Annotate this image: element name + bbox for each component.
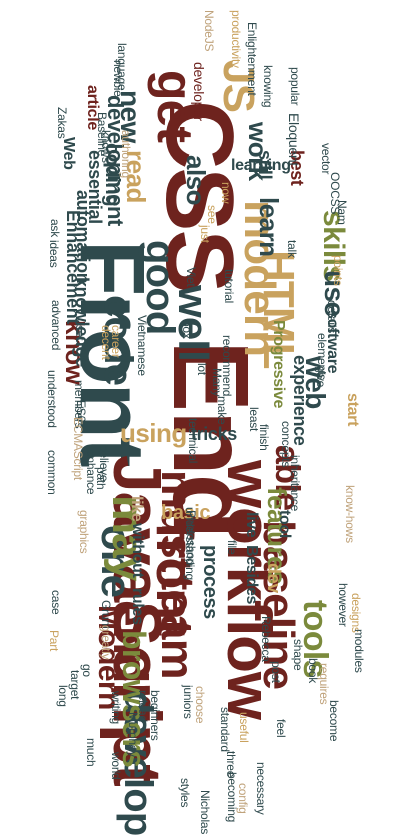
cloud-word: modules — [352, 629, 366, 673]
cloud-word: Progressive — [270, 320, 287, 409]
cloud-word: feel — [274, 719, 288, 738]
cloud-word: understood — [45, 370, 59, 428]
cloud-word: lot — [195, 363, 209, 375]
cloud-word: ideas — [47, 240, 61, 268]
cloud-word: tutorial — [222, 269, 236, 304]
cloud-word: knowing — [261, 65, 275, 108]
cloud-word: start — [344, 393, 361, 427]
cloud-word: Part — [47, 630, 61, 652]
cloud-word: dev — [264, 563, 284, 593]
cloud-word: authoring — [119, 130, 133, 178]
cloud-word: Viet — [184, 267, 198, 287]
cloud-word: see — [205, 205, 219, 224]
cloud-word: Nam — [335, 200, 349, 225]
cloud-word: ask — [48, 219, 62, 237]
cloud-word: world — [109, 752, 123, 780]
cloud-word: necessary — [254, 762, 268, 815]
cloud-word: Murphey — [126, 712, 140, 758]
cloud-word: tricks — [191, 424, 237, 444]
cloud-word: however — [336, 583, 350, 627]
cloud-word: much — [84, 738, 98, 767]
cloud-word: learn — [254, 197, 284, 257]
cloud-word: productivity — [229, 10, 243, 68]
cloud-word: make — [215, 396, 229, 425]
cloud-word: give — [314, 366, 328, 388]
cloud-word: case — [49, 590, 63, 615]
cloud-word: post — [269, 661, 283, 683]
cloud-word: popular — [288, 67, 302, 106]
cloud-word: Web — [60, 137, 77, 170]
cloud-word: choose — [193, 686, 207, 724]
cloud-word: Zakas — [55, 107, 69, 139]
cloud-word: standard — [218, 707, 232, 752]
cloud-word: process — [199, 545, 221, 619]
cloud-word: knows — [99, 130, 113, 163]
cloud-word: Besides — [243, 545, 260, 605]
cloud-word: NodeJS — [202, 10, 216, 52]
cloud-word: technical — [186, 418, 200, 464]
cloud-word: talk — [285, 240, 299, 258]
cloud-word: know-hows — [343, 485, 357, 543]
cloud-word: like — [128, 496, 145, 522]
cloud-word: set — [73, 325, 87, 341]
cloud-word: shape — [291, 639, 305, 671]
cloud-word: using — [120, 418, 187, 448]
cloud-word: Rebecca — [259, 616, 273, 662]
cloud-word: inheritance — [288, 455, 302, 512]
cloud-word: go — [80, 664, 94, 677]
cloud-word: file — [225, 540, 239, 555]
cloud-word: now — [219, 182, 233, 204]
cloud-word: knowledge — [72, 277, 92, 367]
cloud-word: just — [198, 225, 212, 243]
cloud-word: experience — [290, 355, 310, 446]
cloud-word: enhance — [84, 450, 98, 495]
cloud-word: learning — [231, 157, 291, 174]
cloud-word: writing — [109, 691, 123, 724]
cloud-word: rules — [129, 588, 146, 625]
cloud-word: Many — [210, 368, 224, 397]
cloud-word: box — [180, 320, 194, 339]
cloud-word: points — [331, 255, 345, 286]
cloud-word: book — [306, 658, 320, 684]
cloud-word: ECMAScript — [71, 417, 85, 480]
cloud-word: developer — [191, 62, 207, 121]
cloud-word: beginners — [148, 690, 162, 741]
cloud-word: becoming — [225, 772, 239, 823]
cloud-word: Nicholas — [198, 790, 212, 835]
cloud-word: vector — [319, 143, 333, 175]
cloud-word: career — [109, 325, 123, 358]
cloud-word: team — [152, 575, 204, 679]
cloud-word: also — [181, 155, 211, 205]
cloud-word: useful — [237, 712, 251, 743]
cloud-word: tool — [276, 510, 293, 539]
cloud-word: greatly — [99, 625, 113, 660]
cloud-word: graphics — [77, 510, 91, 554]
cloud-word: live — [243, 512, 260, 538]
cloud-word: become — [327, 700, 341, 742]
cloud-word: basic — [161, 502, 211, 524]
cloud-word: without — [129, 523, 146, 578]
cloud-word: Vietnamese — [135, 315, 149, 376]
cloud-word: Eloquent — [286, 113, 302, 167]
cloud-word: Enlightenment — [245, 22, 259, 96]
cloud-word: language — [115, 43, 129, 91]
cloud-word: advanced — [49, 300, 63, 351]
cloud-word: styles — [178, 778, 192, 808]
cloud-word: finish — [257, 424, 271, 451]
cloud-word: common — [45, 450, 59, 495]
cloud-word: details — [325, 300, 339, 334]
cloud-word: understanding — [183, 507, 197, 580]
cloud-word: designs — [349, 593, 363, 633]
